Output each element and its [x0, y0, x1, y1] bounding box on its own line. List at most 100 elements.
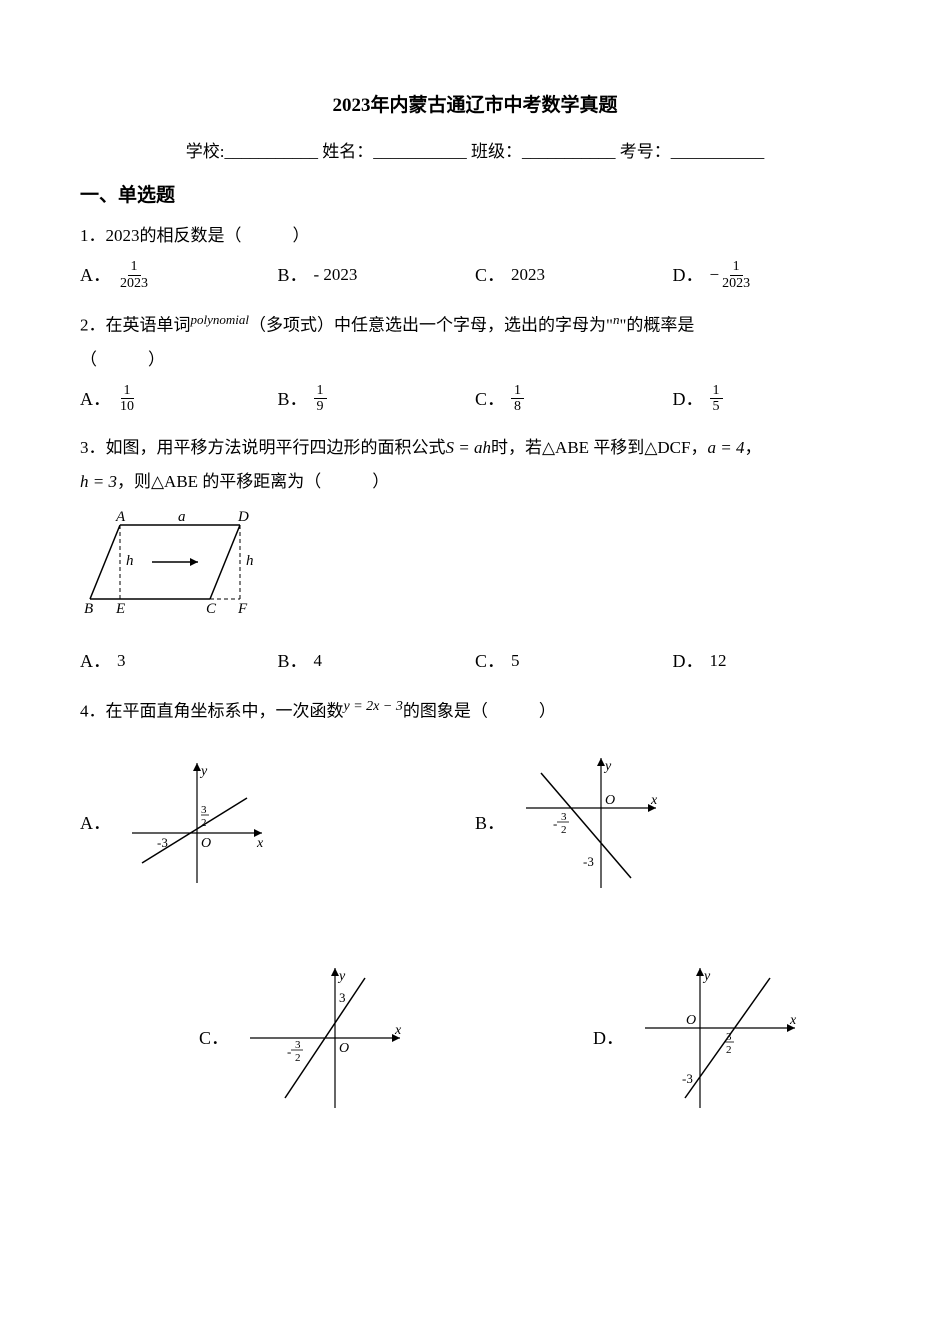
- student-info-line: 学校:___________ 姓名：___________ 班级：_______…: [80, 137, 870, 162]
- svg-text:-: -: [287, 1044, 291, 1059]
- q1-option-d: D． − 12023: [673, 257, 871, 293]
- q3-c-val: 5: [511, 644, 520, 678]
- q1-stem-before: 1．: [80, 226, 106, 245]
- label-A: A: [115, 509, 126, 525]
- label-h2: h: [246, 553, 254, 569]
- q3-stem-c: 平移到: [589, 438, 644, 457]
- label-D: D: [237, 509, 249, 525]
- question-1: 1． 2023 的相反数是（ ） A． 12023 B． - 2023 C． 202…: [80, 219, 870, 293]
- label-a: a: [178, 509, 186, 525]
- svg-text:O: O: [686, 1013, 696, 1028]
- q3-stem-d: ，: [690, 438, 707, 457]
- graph-b-svg: y x O 3 2 - -3: [511, 748, 671, 898]
- q1-stem-after: 的相反数是（ ）: [140, 226, 310, 245]
- svg-text:y: y: [702, 969, 711, 984]
- q3-stem-f: ，则: [117, 472, 151, 491]
- q2-a-num: 1: [121, 383, 134, 399]
- q3-options: A．3 B．4 C．5 D．12: [80, 643, 870, 679]
- q1-a-num: 1: [128, 259, 141, 275]
- q2-option-b: B． 19: [278, 381, 476, 417]
- option-label-c: C．: [199, 1020, 229, 1056]
- page-title: 2023年内蒙古通辽市中考数学真题: [80, 90, 870, 117]
- svg-text:x: x: [394, 1023, 402, 1038]
- svg-text:y: y: [337, 969, 346, 984]
- q1-d-den: 2023: [719, 276, 753, 291]
- q4-option-a: A． y x O -3 3 2: [80, 748, 475, 898]
- svg-text:2: 2: [726, 1044, 732, 1056]
- question-2: 2．在英语单词polynomial（多项式）中任意选出一个字母，选出的字母为"n…: [80, 307, 870, 417]
- q3-a-val: 3: [117, 644, 126, 678]
- q2-c-num: 1: [511, 383, 524, 399]
- svg-text:O: O: [339, 1041, 349, 1056]
- option-label-a: A．: [80, 643, 111, 679]
- q4-option-c: C． y x O 3 3 2 -: [80, 958, 475, 1118]
- q3-option-c: C．5: [475, 643, 673, 679]
- q4-stem-b: 的图象是（ ）: [403, 701, 556, 720]
- parallelogram-svg: A a D h h B E C F: [80, 507, 290, 617]
- graph-d-svg: y x O 3 2 -3: [630, 958, 810, 1118]
- q3-stem-e: ，: [744, 438, 761, 457]
- school-field: 学校:___________: [186, 142, 318, 161]
- q4-formula: y = 2x − 3: [344, 699, 403, 714]
- q2-option-d: D． 15: [673, 381, 871, 417]
- q2-c-den: 8: [511, 399, 524, 414]
- question-4: 4．在平面直角坐标系中，一次函数y = 2x − 3的图象是（ ） A． y x…: [80, 693, 870, 1119]
- svg-text:y: y: [199, 764, 208, 779]
- graph-a-svg: y x O -3 3 2: [117, 753, 277, 893]
- q4-option-d: D． y x O 3 2 -3: [475, 958, 870, 1118]
- svg-text:-3: -3: [682, 1071, 693, 1086]
- option-label-d: D．: [673, 257, 704, 293]
- label-E: E: [115, 601, 125, 617]
- q3-stem-b: 时，若: [491, 438, 542, 457]
- q2-b-fraction: 19: [314, 383, 327, 415]
- q2-b-den: 9: [314, 399, 327, 414]
- option-label-a: A．: [80, 805, 111, 841]
- q1-a-den: 2023: [117, 276, 151, 291]
- q2-d-num: 1: [710, 383, 723, 399]
- q2-option-a: A． 110: [80, 381, 278, 417]
- svg-text:3: 3: [561, 811, 567, 823]
- q2-c-fraction: 18: [511, 383, 524, 415]
- q2-a-den: 10: [117, 399, 137, 414]
- q3-b-val: 4: [314, 644, 323, 678]
- option-label-d: D．: [673, 643, 704, 679]
- svg-text:2: 2: [561, 824, 567, 836]
- svg-text:x: x: [256, 836, 264, 851]
- question-3: 3．如图，用平移方法说明平行四边形的面积公式S = ah时，若 △ABE 平移到△…: [80, 431, 870, 679]
- svg-text:-3: -3: [157, 835, 168, 850]
- q3-tri3: △ABE: [151, 472, 198, 491]
- q3-stem-g: 的平移距离为（ ）: [198, 472, 389, 491]
- svg-text:3: 3: [726, 1031, 732, 1043]
- q1-d-num: 1: [730, 259, 743, 275]
- option-label-a: A．: [80, 257, 111, 293]
- q2-b-num: 1: [314, 383, 327, 399]
- q4-options: A． y x O -3 3 2 B．: [80, 748, 870, 1118]
- q2-stem-d: （ ）: [80, 343, 870, 377]
- svg-text:O: O: [201, 836, 211, 851]
- svg-text:-: -: [553, 816, 557, 831]
- q1-options: A． 12023 B． - 2023 C． 2023 D． − 12023: [80, 257, 870, 293]
- q2-d-den: 5: [710, 399, 723, 414]
- q3-tri2: △DCF: [644, 438, 690, 457]
- option-label-b: B．: [475, 805, 505, 841]
- q3-stem-a: 3．如图，用平移方法说明平行四边形的面积公式: [80, 438, 446, 457]
- svg-text:x: x: [650, 793, 658, 808]
- q2-options: A． 110 B． 19 C． 18 D． 15: [80, 381, 870, 417]
- q1-d-neg: −: [710, 258, 720, 292]
- graph-c-svg: y x O 3 3 2 -: [235, 958, 415, 1118]
- q3-cond2: h = 3: [80, 472, 117, 491]
- svg-text:3: 3: [201, 804, 207, 816]
- q1-a-fraction: 12023: [117, 259, 151, 291]
- option-label-b: B．: [278, 643, 308, 679]
- svg-text:O: O: [605, 793, 615, 808]
- q1-option-c: C． 2023: [475, 257, 673, 293]
- label-B: B: [84, 601, 93, 617]
- svg-text:3: 3: [339, 990, 346, 1005]
- label-h1: h: [126, 553, 134, 569]
- q4-stem-a: 4．在平面直角坐标系中，一次函数: [80, 701, 344, 720]
- q2-a-fraction: 110: [117, 383, 137, 415]
- svg-text:2: 2: [201, 817, 207, 829]
- examno-field: 考号：___________: [620, 142, 765, 161]
- q3-formula: S = ah: [446, 438, 491, 457]
- svg-text:-3: -3: [583, 854, 594, 869]
